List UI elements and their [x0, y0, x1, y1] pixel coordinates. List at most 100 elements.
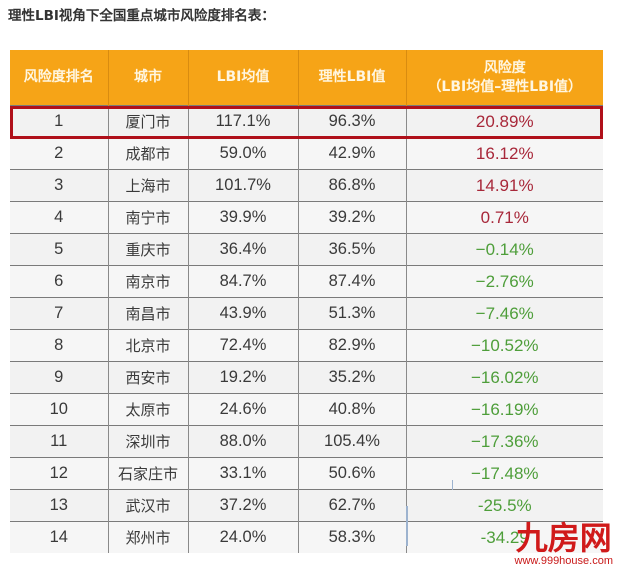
cell-lbi-avg: 37.2%: [187, 489, 299, 522]
header-lbi-avg: LBI均值: [187, 50, 299, 106]
cell-risk: 20.89%: [405, 105, 603, 138]
cell-rational-lbi: 40.8%: [297, 393, 407, 426]
cell-risk: 16.12%: [405, 137, 603, 170]
cell-rank: 13: [10, 489, 109, 522]
table-row: 3 上海市 101.7% 86.8% 14.91%: [10, 169, 603, 202]
cell-lbi-avg: 88.0%: [187, 425, 299, 458]
table-row: 8 北京市 72.4% 82.9% −10.52%: [10, 329, 603, 362]
watermark-url: www.999house.com: [514, 555, 613, 567]
watermark-logo: 九房网: [515, 519, 612, 557]
cell-lbi-avg: 24.6%: [187, 393, 299, 426]
cell-rank: 2: [10, 137, 109, 170]
cell-rational-lbi: 42.9%: [297, 137, 407, 170]
risk-ranking-table: 风险度排名 城市 LBI均值 理性LBI值 风险度 （LBI均值–理性LBI值）…: [10, 50, 603, 553]
cell-rank: 7: [10, 297, 109, 330]
cell-city: 石家庄市: [107, 457, 189, 490]
table-body: 1 厦门市 117.1% 96.3% 20.89% 2 成都市 59.0% 42.9% 16.12…: [10, 105, 603, 553]
cell-city: 成都市: [107, 137, 189, 170]
cell-lbi-avg: 72.4%: [187, 329, 299, 362]
table-row: 13 武汉市 37.2% 62.7% -25.5%: [10, 489, 603, 522]
header-risk: 风险度 （LBI均值–理性LBI值）: [405, 50, 603, 106]
cell-lbi-avg: 33.1%: [187, 457, 299, 490]
cell-lbi-avg: 101.7%: [187, 169, 299, 202]
table-row: 9 西安市 19.2% 35.2% −16.02%: [10, 361, 603, 394]
header-city: 城市: [107, 50, 189, 106]
table-row: 6 南京市 84.7% 87.4% −2.76%: [10, 265, 603, 298]
cell-rank: 12: [10, 457, 109, 490]
cell-risk: 0.71%: [405, 201, 603, 234]
cell-rational-lbi: 36.5%: [297, 233, 407, 266]
cell-rank: 11: [10, 425, 109, 458]
cell-city: 西安市: [107, 361, 189, 394]
header-risk-formula: （LBI均值–理性LBI值）: [427, 78, 583, 95]
table-row: 1 厦门市 117.1% 96.3% 20.89%: [10, 105, 603, 138]
table-row: 5 重庆市 36.4% 36.5% −0.14%: [10, 233, 603, 266]
cell-rank: 8: [10, 329, 109, 362]
cell-city: 北京市: [107, 329, 189, 362]
scan-artifact: [406, 506, 408, 546]
cell-rank: 4: [10, 201, 109, 234]
header-risk-title: 风险度: [483, 59, 526, 76]
cell-city: 重庆市: [107, 233, 189, 266]
table-row: 4 南宁市 39.9% 39.2% 0.71%: [10, 201, 603, 234]
cell-risk: −10.52%: [405, 329, 603, 362]
table-header-row: 风险度排名 城市 LBI均值 理性LBI值 风险度 （LBI均值–理性LBI值）: [10, 50, 603, 106]
cell-rank: 6: [10, 265, 109, 298]
cell-rational-lbi: 82.9%: [297, 329, 407, 362]
header-rank: 风险度排名: [10, 50, 109, 106]
cell-rational-lbi: 96.3%: [297, 105, 407, 138]
cell-city: 深圳市: [107, 425, 189, 458]
cell-risk: −16.02%: [405, 361, 603, 394]
cell-city: 上海市: [107, 169, 189, 202]
header-rational-lbi: 理性LBI值: [297, 50, 407, 106]
cell-risk: 14.91%: [405, 169, 603, 202]
cell-rational-lbi: 87.4%: [297, 265, 407, 298]
table-row: 11 深圳市 88.0% 105.4% −17.36%: [10, 425, 603, 458]
cell-rational-lbi: 39.2%: [297, 201, 407, 234]
cell-rational-lbi: 62.7%: [297, 489, 407, 522]
cell-rank: 10: [10, 393, 109, 426]
cell-rank: 9: [10, 361, 109, 394]
table-row: 7 南昌市 43.9% 51.3% −7.46%: [10, 297, 603, 330]
cell-risk: −0.14%: [405, 233, 603, 266]
cell-lbi-avg: 19.2%: [187, 361, 299, 394]
cell-rational-lbi: 51.3%: [297, 297, 407, 330]
table-row: 14 郑州市 24.0% 58.3% -34.29: [10, 521, 603, 553]
cell-rational-lbi: 50.6%: [297, 457, 407, 490]
cell-city: 南京市: [107, 265, 189, 298]
cell-lbi-avg: 24.0%: [187, 521, 299, 553]
cell-risk: −16.19%: [405, 393, 603, 426]
cell-risk: −7.46%: [405, 297, 603, 330]
cell-risk: −2.76%: [405, 265, 603, 298]
cell-rational-lbi: 86.8%: [297, 169, 407, 202]
cell-lbi-avg: 39.9%: [187, 201, 299, 234]
table-row: 12 石家庄市 33.1% 50.6% −17.48%: [10, 457, 603, 490]
risk-ranking-table-container: 风险度排名 城市 LBI均值 理性LBI值 风险度 （LBI均值–理性LBI值）…: [10, 50, 603, 553]
cell-rational-lbi: 35.2%: [297, 361, 407, 394]
cell-lbi-avg: 84.7%: [187, 265, 299, 298]
cell-lbi-avg: 36.4%: [187, 233, 299, 266]
cell-lbi-avg: 59.0%: [187, 137, 299, 170]
cell-city: 南昌市: [107, 297, 189, 330]
watermark: 九房网 www.999house.com: [515, 521, 613, 567]
cell-city: 郑州市: [107, 521, 189, 553]
cell-risk: -25.5%: [405, 489, 603, 522]
cell-city: 太原市: [107, 393, 189, 426]
cell-city: 厦门市: [107, 105, 189, 138]
table-row: 10 太原市 24.6% 40.8% −16.19%: [10, 393, 603, 426]
scan-artifact: [452, 480, 453, 490]
cell-rank: 1: [10, 105, 109, 138]
cell-lbi-avg: 117.1%: [187, 105, 299, 138]
cell-risk: −17.48%: [405, 457, 603, 490]
cell-rational-lbi: 105.4%: [297, 425, 407, 458]
table-row: 2 成都市 59.0% 42.9% 16.12%: [10, 137, 603, 170]
cell-rank: 3: [10, 169, 109, 202]
cell-city: 武汉市: [107, 489, 189, 522]
cell-risk: −17.36%: [405, 425, 603, 458]
cell-lbi-avg: 43.9%: [187, 297, 299, 330]
cell-rank: 14: [10, 521, 109, 553]
cell-city: 南宁市: [107, 201, 189, 234]
cell-rank: 5: [10, 233, 109, 266]
page-title: 理性LBI视角下全国重点城市风险度排名表：: [8, 8, 275, 24]
cell-rational-lbi: 58.3%: [297, 521, 407, 553]
